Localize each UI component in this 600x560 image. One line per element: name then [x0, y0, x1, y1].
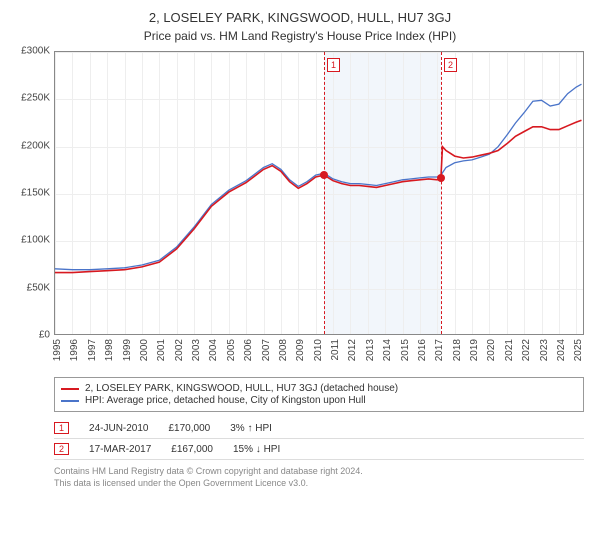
- x-tick-label: 2000: [139, 339, 150, 361]
- footer-line: Contains HM Land Registry data © Crown c…: [54, 466, 584, 478]
- x-tick-label: 2023: [539, 339, 550, 361]
- x-tick-label: 2022: [521, 339, 532, 361]
- x-tick-label: 1999: [122, 339, 133, 361]
- y-tick-label: £0: [10, 330, 50, 341]
- y-tick-label: £150K: [10, 188, 50, 199]
- sales-row: 1 24-JUN-2010 £170,000 3% ↑ HPI: [54, 418, 584, 439]
- x-tick-label: 2015: [400, 339, 411, 361]
- x-tick-label: 2003: [191, 339, 202, 361]
- legend-swatch: [61, 388, 79, 390]
- legend-label: HPI: Average price, detached house, City…: [85, 395, 366, 406]
- y-tick-label: £250K: [10, 93, 50, 104]
- y-tick-label: £50K: [10, 282, 50, 293]
- legend: 2, LOSELEY PARK, KINGSWOOD, HULL, HU7 3G…: [54, 377, 584, 412]
- legend-swatch: [61, 400, 79, 402]
- x-tick-label: 2012: [347, 339, 358, 361]
- sale-marker-dot: [320, 171, 328, 179]
- plot-region: 12: [54, 51, 584, 335]
- x-tick-label: 2008: [278, 339, 289, 361]
- x-tick-label: 2011: [330, 339, 341, 361]
- x-tick-label: 2006: [243, 339, 254, 361]
- x-tick-label: 2018: [452, 339, 463, 361]
- sale-price: £170,000: [169, 423, 211, 434]
- sale-marker-box: 1: [54, 422, 69, 434]
- sale-change: 3% ↑ HPI: [230, 423, 272, 434]
- sale-marker-dot: [437, 174, 445, 182]
- legend-item: HPI: Average price, detached house, City…: [61, 395, 577, 406]
- legend-item: 2, LOSELEY PARK, KINGSWOOD, HULL, HU7 3G…: [61, 383, 577, 394]
- x-tick-label: 2017: [434, 339, 445, 361]
- chart-subtitle: Price paid vs. HM Land Registry's House …: [10, 29, 590, 43]
- x-tick-label: 2013: [365, 339, 376, 361]
- x-tick-label: 1998: [104, 339, 115, 361]
- sale-price: £167,000: [171, 444, 213, 455]
- x-tick-label: 2024: [556, 339, 567, 361]
- sales-row: 2 17-MAR-2017 £167,000 15% ↓ HPI: [54, 439, 584, 460]
- y-tick-label: £200K: [10, 140, 50, 151]
- x-tick-label: 2001: [156, 339, 167, 361]
- x-tick-label: 2025: [573, 339, 584, 361]
- x-tick-label: 2019: [469, 339, 480, 361]
- sales-table: 1 24-JUN-2010 £170,000 3% ↑ HPI 2 17-MAR…: [54, 418, 584, 460]
- y-tick-label: £300K: [10, 46, 50, 57]
- sale-change: 15% ↓ HPI: [233, 444, 280, 455]
- x-tick-label: 2004: [208, 339, 219, 361]
- x-tick-label: 2005: [226, 339, 237, 361]
- sale-date: 24-JUN-2010: [89, 423, 148, 434]
- x-tick-label: 2002: [174, 339, 185, 361]
- x-tick-label: 2021: [504, 339, 515, 361]
- x-tick-label: 2009: [295, 339, 306, 361]
- x-tick-label: 2014: [382, 339, 393, 361]
- series-lines: [55, 52, 584, 335]
- footer-line: This data is licensed under the Open Gov…: [54, 478, 584, 490]
- x-tick-label: 2016: [417, 339, 428, 361]
- footer: Contains HM Land Registry data © Crown c…: [54, 466, 584, 489]
- x-tick-label: 2020: [486, 339, 497, 361]
- chart-area: 12 £0£50K£100K£150K£200K£250K£300K199519…: [54, 51, 584, 335]
- sale-date: 17-MAR-2017: [89, 444, 151, 455]
- legend-label: 2, LOSELEY PARK, KINGSWOOD, HULL, HU7 3G…: [85, 383, 398, 394]
- sale-marker-box: 2: [54, 443, 69, 455]
- x-tick-label: 2010: [313, 339, 324, 361]
- x-tick-label: 1997: [87, 339, 98, 361]
- x-tick-label: 1995: [52, 339, 63, 361]
- x-tick-label: 1996: [69, 339, 80, 361]
- x-tick-label: 2007: [261, 339, 272, 361]
- chart-title: 2, LOSELEY PARK, KINGSWOOD, HULL, HU7 3G…: [10, 10, 590, 25]
- series-property: [55, 120, 582, 272]
- y-tick-label: £100K: [10, 235, 50, 246]
